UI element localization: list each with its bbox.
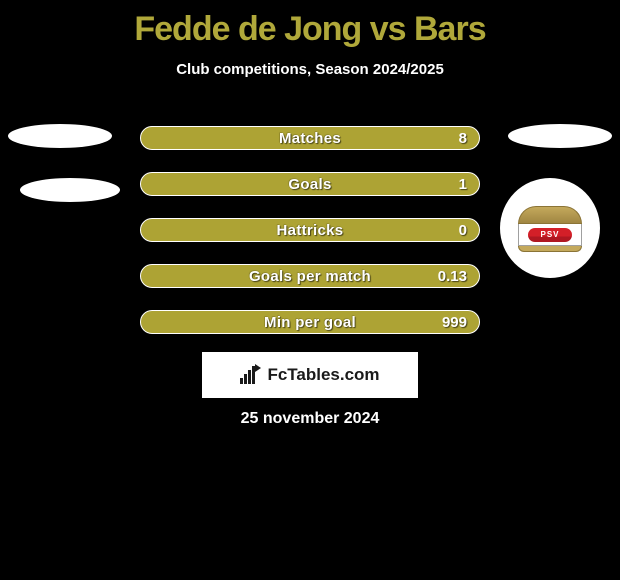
stat-value: 999 [442, 314, 467, 331]
club-badge-text: PSV [528, 228, 572, 242]
stat-bar: Goals 1 [140, 172, 480, 196]
stat-bar: Hattricks 0 [140, 218, 480, 242]
page-subtitle: Club competitions, Season 2024/2025 [0, 61, 620, 78]
stat-label: Min per goal [141, 314, 479, 331]
brand-text: FcTables.com [267, 365, 379, 385]
brand-chart-icon [240, 366, 261, 384]
stat-bar: Matches 8 [140, 126, 480, 150]
date-text: 25 november 2024 [0, 410, 620, 428]
stat-value: 0 [459, 222, 467, 239]
infographic-card: Fedde de Jong vs Bars Club competitions,… [0, 0, 620, 445]
player-left-marker-2 [20, 178, 120, 202]
player-right-marker-1 [508, 124, 612, 148]
brand-banner: FcTables.com [202, 352, 418, 398]
stat-label: Hattricks [141, 222, 479, 239]
stat-label: Goals [141, 176, 479, 193]
stat-label: Matches [141, 130, 479, 147]
stat-bars: Matches 8 Goals 1 Hattricks 0 Goals per … [140, 126, 480, 356]
stat-value: 0.13 [438, 268, 467, 285]
stat-value: 8 [459, 130, 467, 147]
stat-value: 1 [459, 176, 467, 193]
player-left-marker-1 [8, 124, 112, 148]
page-title: Fedde de Jong vs Bars [0, 0, 620, 49]
stat-label: Goals per match [141, 268, 479, 285]
stat-bar: Goals per match 0.13 [140, 264, 480, 288]
club-badge: PSV [500, 178, 600, 278]
stat-bar: Min per goal 999 [140, 310, 480, 334]
club-badge-shield: PSV [518, 206, 582, 250]
